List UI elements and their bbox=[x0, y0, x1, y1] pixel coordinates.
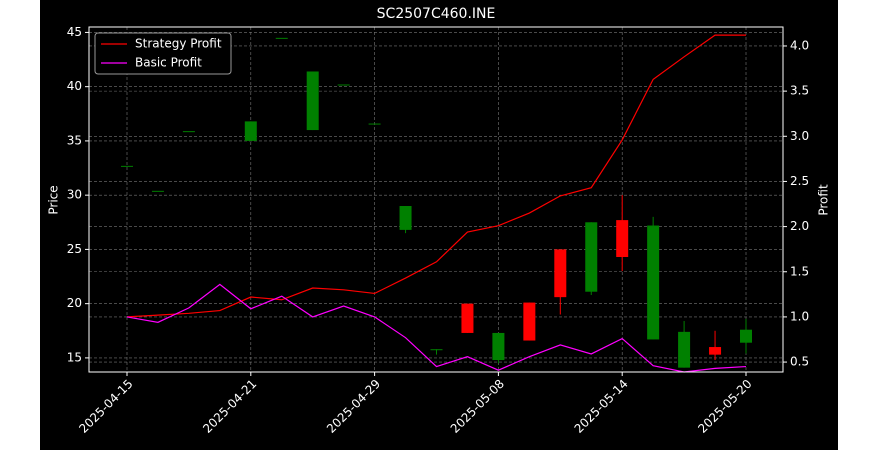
y-tick-label: 35 bbox=[67, 133, 82, 147]
candle-body bbox=[337, 84, 350, 86]
plot-frame bbox=[88, 26, 784, 373]
y-tick-label: 40 bbox=[67, 79, 82, 93]
figure-background bbox=[40, 0, 838, 450]
legend: Strategy Profit Basic Profit bbox=[94, 32, 232, 75]
candle-body bbox=[616, 220, 629, 257]
candle-body bbox=[554, 249, 567, 298]
candle-body bbox=[121, 165, 133, 167]
y2-tick-label: 2.5 bbox=[790, 174, 809, 188]
y2-tick-label: 1.0 bbox=[790, 309, 809, 323]
candle-body bbox=[368, 123, 381, 125]
candle-body bbox=[709, 347, 722, 355]
y-tick-label: 20 bbox=[67, 296, 82, 310]
y-tick-label: 30 bbox=[67, 188, 82, 202]
candle-body bbox=[647, 225, 660, 340]
y2-tick-label: 2.0 bbox=[790, 219, 809, 233]
y-axis-label: Price bbox=[47, 185, 61, 214]
legend-box bbox=[94, 32, 232, 75]
candle-body bbox=[306, 71, 319, 131]
candle-body bbox=[244, 121, 257, 141]
y-tick-label: 25 bbox=[67, 242, 82, 256]
candle-body bbox=[275, 37, 288, 39]
y2-tick-label: 3.5 bbox=[790, 84, 809, 98]
legend-label: Strategy Profit bbox=[135, 37, 222, 51]
y2-tick-label: 1.5 bbox=[790, 264, 809, 278]
y-tick-label: 15 bbox=[67, 350, 82, 364]
candle-body bbox=[430, 349, 443, 351]
y-tick-label: 45 bbox=[67, 25, 82, 39]
profit-line bbox=[126, 283, 747, 373]
candle-body bbox=[492, 332, 505, 361]
candle-body bbox=[151, 190, 164, 192]
candle-body bbox=[182, 131, 195, 133]
candle-body bbox=[399, 206, 412, 230]
candle-body bbox=[740, 329, 752, 343]
candle-body bbox=[461, 303, 474, 333]
y2-tick-label: 3.0 bbox=[790, 129, 809, 143]
candle-body bbox=[585, 222, 598, 292]
y2-tick-label: 0.5 bbox=[790, 355, 809, 369]
y2-tick-label: 4.0 bbox=[790, 38, 809, 52]
chart-title: SC2507C460.INE bbox=[377, 6, 496, 22]
legend-label: Basic Profit bbox=[135, 56, 202, 70]
profit-line bbox=[126, 34, 746, 318]
y2-axis-label: Profit bbox=[817, 184, 831, 216]
candle-body bbox=[523, 302, 536, 341]
candle-body bbox=[678, 331, 691, 368]
